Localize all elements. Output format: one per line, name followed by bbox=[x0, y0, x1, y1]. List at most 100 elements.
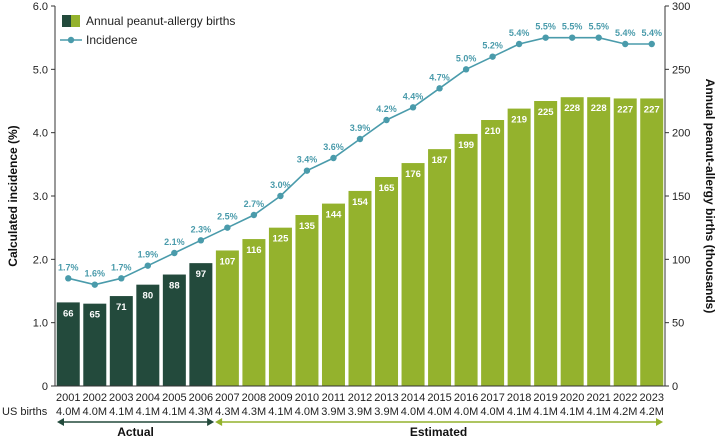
left-tick-label: 3.0 bbox=[33, 191, 48, 203]
incidence-point-2023 bbox=[648, 40, 655, 48]
bar-label-2018: 219 bbox=[511, 115, 527, 126]
x-tick-births-2015: 4.0M bbox=[427, 406, 451, 418]
incidence-point-2015 bbox=[436, 85, 443, 92]
incidence-labels: 1.7% 1.6% 1.7% 1.9% 2.1% 2.3% 2.5% 2.7% 3.0% 3.4%… bbox=[58, 22, 662, 279]
bar-2013 bbox=[375, 177, 399, 386]
bar-2018 bbox=[507, 108, 531, 386]
incidence-point-2012 bbox=[356, 135, 364, 143]
x-tick-births-2008: 4.3M bbox=[242, 406, 266, 418]
right-tick-label: 50 bbox=[672, 318, 684, 330]
bar-label-2021: 228 bbox=[591, 103, 607, 114]
x-tick-year-2010: 2010 bbox=[295, 392, 319, 404]
bar-label-2023: 227 bbox=[644, 104, 660, 115]
x-tick-births-2005: 4.1M bbox=[162, 406, 186, 418]
bar-label-2019: 225 bbox=[538, 107, 555, 118]
estimated-period-label: Estimated bbox=[410, 425, 467, 438]
bar-labels: 66 65 71 80 88 97 107 116 125 135 144 154 165 176 187 1… bbox=[63, 103, 660, 320]
bar-2004 bbox=[136, 284, 160, 386]
right-axis-title: Annual peanut-allergy births (thousands) bbox=[703, 79, 717, 314]
bar-2009 bbox=[268, 227, 292, 386]
incidence-label-2005: 2.1% bbox=[164, 237, 185, 247]
x-tick-year-2003: 2003 bbox=[109, 392, 133, 404]
x-tick-year-2021: 2021 bbox=[586, 392, 610, 404]
bar-2006 bbox=[189, 263, 213, 386]
bar-label-2016: 199 bbox=[458, 140, 474, 151]
x-tick-year-2013: 2013 bbox=[374, 392, 398, 404]
x-tick-births-2016: 4.0M bbox=[454, 406, 478, 418]
x-tick-year-2017: 2017 bbox=[480, 392, 504, 404]
x-tick-births-2014: 4.0M bbox=[401, 406, 425, 418]
bar-label-2006: 97 bbox=[196, 269, 207, 280]
legend-bar-swatch-estimated bbox=[71, 15, 80, 27]
x-tick-year-2016: 2016 bbox=[454, 392, 478, 404]
legend: Annual peanut-allergy births Incidence bbox=[60, 14, 235, 47]
incidence-point-2008 bbox=[250, 211, 258, 219]
x-tick-births-2022: 4.2M bbox=[613, 406, 637, 418]
x-tick-births-2013: 3.9M bbox=[374, 406, 398, 418]
bar-label-2014: 176 bbox=[405, 169, 421, 180]
x-tick-year-2009: 2009 bbox=[268, 392, 292, 404]
left-tick-label: 2.0 bbox=[33, 254, 48, 266]
bar-series bbox=[56, 97, 664, 386]
incidence-point-2021 bbox=[595, 34, 602, 41]
bar-label-2009: 125 bbox=[273, 234, 290, 245]
right-tick-label: 0 bbox=[672, 381, 678, 393]
incidence-label-2016: 5.0% bbox=[456, 53, 477, 63]
bar-2017 bbox=[481, 120, 505, 386]
bar-label-2012: 154 bbox=[352, 197, 369, 208]
bar-2010 bbox=[295, 215, 319, 386]
estimated-right-arrowhead bbox=[656, 418, 663, 426]
left-tick-label: 5.0 bbox=[33, 64, 48, 76]
x-tick-births-2002: 4.0M bbox=[83, 406, 107, 418]
incidence-point-2014 bbox=[409, 104, 417, 111]
bar-2015 bbox=[428, 149, 452, 386]
bar-label-2002: 65 bbox=[89, 310, 100, 321]
bar-label-2005: 88 bbox=[169, 281, 180, 292]
incidence-label-2007: 2.5% bbox=[217, 212, 238, 222]
incidence-label-2002: 1.6% bbox=[85, 269, 106, 279]
bar-label-2003: 71 bbox=[116, 302, 127, 313]
incidence-point-2002 bbox=[91, 281, 98, 288]
legend-line-label: Incidence bbox=[86, 33, 138, 47]
bar-2020 bbox=[560, 97, 584, 386]
bar-2005 bbox=[162, 274, 186, 386]
incidence-label-2018: 5.4% bbox=[509, 28, 530, 38]
x-tick-year-2022: 2022 bbox=[613, 392, 637, 404]
x-tick-year-2023: 2023 bbox=[639, 392, 663, 404]
incidence-point-2022 bbox=[622, 40, 629, 48]
x-tick-year-2007: 2007 bbox=[215, 392, 239, 404]
incidence-label-2004: 1.9% bbox=[138, 250, 159, 260]
left-axis-title: Calculated incidence (%) bbox=[6, 125, 20, 266]
x-tick-year-2006: 2006 bbox=[189, 392, 213, 404]
incidence-point-2007 bbox=[224, 224, 231, 231]
right-tick-label: 100 bbox=[672, 254, 690, 266]
x-tick-births-2010: 4.0M bbox=[295, 406, 319, 418]
x-tick-births-2019: 4.1M bbox=[533, 406, 557, 418]
bar-label-2015: 187 bbox=[432, 155, 448, 166]
x-tick-births-2023: 4.2M bbox=[640, 406, 664, 418]
legend-line-marker bbox=[67, 36, 75, 44]
incidence-label-2014: 4.4% bbox=[403, 91, 424, 101]
bar-2011 bbox=[321, 203, 345, 386]
incidence-point-2016 bbox=[462, 66, 470, 73]
legend-bar-swatch-actual bbox=[62, 15, 71, 27]
bar-label-2013: 165 bbox=[379, 183, 396, 194]
incidence-label-2001: 1.7% bbox=[58, 262, 79, 272]
bar-2002 bbox=[83, 303, 107, 386]
incidence-label-2003: 1.7% bbox=[111, 262, 132, 272]
x-tick-year-2008: 2008 bbox=[242, 392, 266, 404]
actual-period-label: Actual bbox=[117, 425, 154, 438]
axes: 0 1.0 2.0 3.0 4.0 5.0 6.0 0 50 100 150 200 250 300 Cal… bbox=[6, 1, 717, 393]
bar-label-2020: 228 bbox=[564, 103, 580, 114]
x-tick-births-2001: 4.0M bbox=[56, 406, 80, 418]
incidence-label-2009: 3.0% bbox=[270, 180, 291, 190]
bar-label-2001: 66 bbox=[63, 308, 74, 319]
x-tick-births-2017: 4.0M bbox=[480, 406, 504, 418]
bar-2019 bbox=[534, 101, 558, 386]
bar-2016 bbox=[454, 133, 478, 386]
left-tick-label: 1.0 bbox=[33, 318, 48, 330]
actual-left-arrowhead bbox=[57, 418, 64, 426]
actual-right-arrowhead bbox=[207, 418, 215, 426]
x-tick-year-2002: 2002 bbox=[83, 392, 107, 404]
x-tick-year-2001: 2001 bbox=[56, 392, 80, 404]
